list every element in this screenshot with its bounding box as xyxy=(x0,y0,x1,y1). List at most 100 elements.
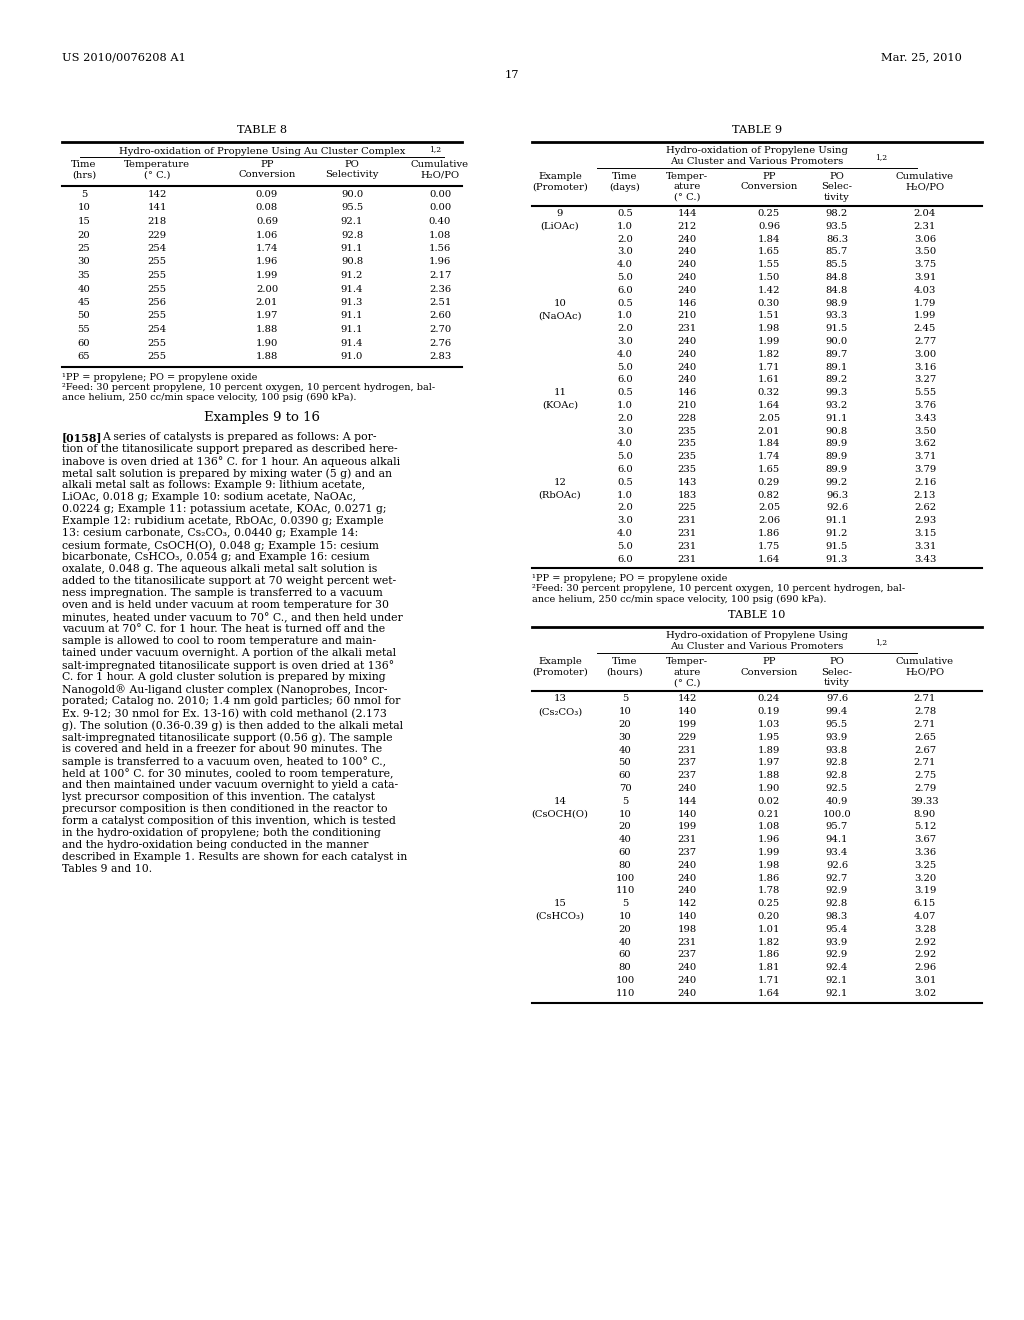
Text: 84.8: 84.8 xyxy=(825,273,848,282)
Text: 1.65: 1.65 xyxy=(758,465,780,474)
Text: 30: 30 xyxy=(78,257,90,267)
Text: 144: 144 xyxy=(677,797,696,805)
Text: 2.51: 2.51 xyxy=(429,298,452,308)
Text: 146: 146 xyxy=(677,298,696,308)
Text: 92.8: 92.8 xyxy=(826,759,848,767)
Text: 142: 142 xyxy=(677,694,696,704)
Text: 228: 228 xyxy=(678,413,696,422)
Text: PP
Conversion: PP Conversion xyxy=(239,160,296,180)
Text: 1.88: 1.88 xyxy=(758,771,780,780)
Text: 4.0: 4.0 xyxy=(617,260,633,269)
Text: 1.86: 1.86 xyxy=(758,874,780,883)
Text: 183: 183 xyxy=(677,491,696,499)
Text: 6.0: 6.0 xyxy=(617,375,633,384)
Text: 1.89: 1.89 xyxy=(758,746,780,755)
Text: 2.70: 2.70 xyxy=(429,325,452,334)
Text: 91.4: 91.4 xyxy=(341,285,364,293)
Text: Au Cluster and Various Promoters: Au Cluster and Various Promoters xyxy=(671,643,844,651)
Text: 3.16: 3.16 xyxy=(913,363,936,372)
Text: PO
Selec-
tivity: PO Selec- tivity xyxy=(821,172,853,202)
Text: described in Example 1. Results are shown for each catalyst in: described in Example 1. Results are show… xyxy=(62,853,408,862)
Text: 93.9: 93.9 xyxy=(826,733,848,742)
Text: 146: 146 xyxy=(677,388,696,397)
Text: 90.8: 90.8 xyxy=(341,257,364,267)
Text: 3.0: 3.0 xyxy=(617,426,633,436)
Text: held at 100° C. for 30 minutes, cooled to room temperature,: held at 100° C. for 30 minutes, cooled t… xyxy=(62,768,393,779)
Text: ¹PP = propylene; PO = propylene oxide: ¹PP = propylene; PO = propylene oxide xyxy=(62,372,257,381)
Text: Hydro-oxidation of Propylene Using: Hydro-oxidation of Propylene Using xyxy=(666,147,848,154)
Text: 5.0: 5.0 xyxy=(617,273,633,282)
Text: 1.64: 1.64 xyxy=(758,401,780,411)
Text: 2.78: 2.78 xyxy=(913,708,936,717)
Text: 2.04: 2.04 xyxy=(913,209,936,218)
Text: 2.05: 2.05 xyxy=(758,413,780,422)
Text: 1.84: 1.84 xyxy=(758,235,780,244)
Text: 240: 240 xyxy=(677,350,696,359)
Text: 1,2: 1,2 xyxy=(874,639,887,647)
Text: 95.4: 95.4 xyxy=(825,925,848,933)
Text: 1.01: 1.01 xyxy=(758,925,780,933)
Text: 3.71: 3.71 xyxy=(913,453,936,461)
Text: 255: 255 xyxy=(147,312,167,321)
Text: 40.9: 40.9 xyxy=(825,797,848,805)
Text: PP
Conversion: PP Conversion xyxy=(740,172,798,191)
Text: Hydro-oxidation of Propylene Using Au Cluster Complex: Hydro-oxidation of Propylene Using Au Cl… xyxy=(119,147,406,156)
Text: ance helium, 250 cc/min space velocity, 100 psig (690 kPa).: ance helium, 250 cc/min space velocity, … xyxy=(62,392,356,401)
Text: 2.62: 2.62 xyxy=(914,503,936,512)
Text: 2.60: 2.60 xyxy=(429,312,451,321)
Text: 2.0: 2.0 xyxy=(617,413,633,422)
Text: 91.2: 91.2 xyxy=(341,271,364,280)
Text: 1.95: 1.95 xyxy=(758,733,780,742)
Text: 0.19: 0.19 xyxy=(758,708,780,717)
Text: 0.02: 0.02 xyxy=(758,797,780,805)
Text: 1.64: 1.64 xyxy=(758,554,780,564)
Text: 60: 60 xyxy=(78,338,90,347)
Text: 3.0: 3.0 xyxy=(617,516,633,525)
Text: 3.75: 3.75 xyxy=(913,260,936,269)
Text: 89.9: 89.9 xyxy=(826,453,848,461)
Text: LiOAc, 0.018 g; Example 10: sodium acetate, NaOAc,: LiOAc, 0.018 g; Example 10: sodium aceta… xyxy=(62,492,356,503)
Text: 95.5: 95.5 xyxy=(341,203,364,213)
Text: 2.67: 2.67 xyxy=(914,746,936,755)
Text: 1.61: 1.61 xyxy=(758,375,780,384)
Text: 240: 240 xyxy=(677,375,696,384)
Text: 1.88: 1.88 xyxy=(256,352,279,360)
Text: (LiOAc): (LiOAc) xyxy=(541,222,580,231)
Text: 20: 20 xyxy=(618,925,632,933)
Text: 99.3: 99.3 xyxy=(826,388,848,397)
Text: form a catalyst composition of this invention, which is tested: form a catalyst composition of this inve… xyxy=(62,817,396,826)
Text: 1.99: 1.99 xyxy=(758,847,780,857)
Text: 12: 12 xyxy=(554,478,566,487)
Text: 86.3: 86.3 xyxy=(826,235,848,244)
Text: 0.21: 0.21 xyxy=(758,809,780,818)
Text: lyst precursor composition of this invention. The catalyst: lyst precursor composition of this inven… xyxy=(62,792,375,803)
Text: tained under vacuum overnight. A portion of the alkali metal: tained under vacuum overnight. A portion… xyxy=(62,648,396,659)
Text: 1.98: 1.98 xyxy=(758,325,780,333)
Text: 1.51: 1.51 xyxy=(758,312,780,321)
Text: 80: 80 xyxy=(618,964,632,973)
Text: 1.74: 1.74 xyxy=(256,244,279,253)
Text: 1.82: 1.82 xyxy=(758,350,780,359)
Text: 3.62: 3.62 xyxy=(914,440,936,449)
Text: 110: 110 xyxy=(615,989,635,998)
Text: 3.36: 3.36 xyxy=(914,847,936,857)
Text: 1.86: 1.86 xyxy=(758,950,780,960)
Text: 0.20: 0.20 xyxy=(758,912,780,921)
Text: 240: 240 xyxy=(677,235,696,244)
Text: 93.8: 93.8 xyxy=(826,746,848,755)
Text: metal salt solution is prepared by mixing water (5 g) and an: metal salt solution is prepared by mixin… xyxy=(62,469,392,479)
Text: 0.82: 0.82 xyxy=(758,491,780,499)
Text: (KOAc): (KOAc) xyxy=(542,401,579,411)
Text: 1.99: 1.99 xyxy=(913,312,936,321)
Text: 0.5: 0.5 xyxy=(617,298,633,308)
Text: 91.1: 91.1 xyxy=(341,325,364,334)
Text: 212: 212 xyxy=(677,222,696,231)
Text: ²Feed: 30 percent propylene, 10 percent oxygen, 10 percent hydrogen, bal-: ²Feed: 30 percent propylene, 10 percent … xyxy=(532,585,905,594)
Text: 91.3: 91.3 xyxy=(825,554,848,564)
Text: minutes, heated under vacuum to 70° C., and then held under: minutes, heated under vacuum to 70° C., … xyxy=(62,612,402,623)
Text: 1.75: 1.75 xyxy=(758,541,780,550)
Text: 2.76: 2.76 xyxy=(429,338,451,347)
Text: [0158]: [0158] xyxy=(62,433,102,444)
Text: 198: 198 xyxy=(677,925,696,933)
Text: 1.74: 1.74 xyxy=(758,453,780,461)
